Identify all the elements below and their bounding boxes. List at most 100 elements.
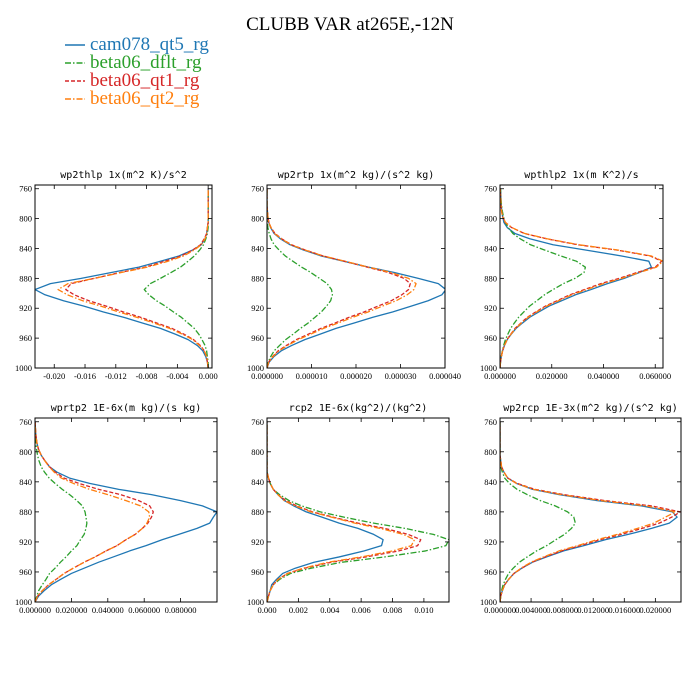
series-line <box>35 421 154 602</box>
y-tick-label: 920 <box>19 537 32 547</box>
panel-title: wp2rtp 1x(m^2 kg)/(s^2 kg) <box>278 170 435 181</box>
y-tick-label: 1000 <box>15 597 32 607</box>
x-tick-label: 0.020000 <box>639 605 671 615</box>
series-line <box>500 188 663 368</box>
x-tick-label: 0.000020 <box>340 371 372 381</box>
x-tick-label: 0.008 <box>383 605 402 615</box>
y-tick-label: 840 <box>251 243 264 253</box>
series-line <box>267 188 334 368</box>
series-group <box>267 421 449 602</box>
panel-title: wp2thlp 1x(m^2 K)/s^2 <box>60 170 186 181</box>
x-tick-label: 0.004 <box>320 605 340 615</box>
y-tick-label: 960 <box>484 333 497 343</box>
y-tick-label: 960 <box>251 567 264 577</box>
x-tick-label: 0.006 <box>352 605 371 615</box>
y-tick-label: 840 <box>484 243 497 253</box>
panel: wprtp2 1E-6x(m kg)/(s kg) 1000 960 920 880 84… <box>15 403 218 615</box>
series-line <box>500 421 681 602</box>
x-tick-label: 0.000 <box>199 371 218 381</box>
y-tick-label: 760 <box>484 184 497 194</box>
x-tick-label: -0.008 <box>136 371 158 381</box>
x-tick-label: 0.020000 <box>55 605 87 615</box>
series-line <box>35 188 209 368</box>
y-tick-label: 960 <box>251 333 264 343</box>
panel-title: wp2rcp 1E-3x(m^2 kg)/(s^2 kg) <box>503 403 678 414</box>
panel: wp2rcp 1E-3x(m^2 kg)/(s^2 kg) 1000 960 920 8… <box>480 403 682 615</box>
series-group <box>35 421 217 602</box>
y-tick-label: 800 <box>484 447 497 457</box>
y-tick-label: 800 <box>19 214 32 224</box>
series-line <box>267 421 422 602</box>
x-tick-label: 0.000040 <box>429 371 461 381</box>
y-tick-label: 1000 <box>480 363 497 373</box>
y-tick-label: 800 <box>484 214 497 224</box>
panels: wp2thlp 1x(m^2 K)/s^2 1000 960 920 880 840 800… <box>15 170 682 615</box>
y-tick-label: 800 <box>251 214 264 224</box>
x-tick-label: 0.008000 <box>546 605 578 615</box>
y-tick-label: 880 <box>484 273 497 283</box>
series-line <box>35 421 88 602</box>
y-tick-label: 960 <box>19 333 32 343</box>
y-tick-label: 920 <box>484 537 497 547</box>
series-line <box>500 421 677 602</box>
series-line <box>267 188 411 368</box>
legend-entry: beta06_qt2_rg <box>90 88 200 109</box>
panel: wpthlp2 1x(m K^2)/s 1000 960 920 880 840 800 76… <box>480 170 671 381</box>
panel-frame <box>34 184 213 369</box>
y-tick-label: 760 <box>19 184 32 194</box>
x-tick-label: 0.004000 <box>515 605 547 615</box>
y-tick-label: 920 <box>484 303 497 313</box>
y-tick-label: 920 <box>19 303 32 313</box>
legend-entry: beta06_dflt_rg <box>90 52 202 73</box>
y-tick-label: 760 <box>251 417 264 427</box>
y-tick-label: 880 <box>484 507 497 517</box>
y-tick-label: 760 <box>19 417 32 427</box>
panel: wp2thlp 1x(m^2 K)/s^2 1000 960 920 880 840 800… <box>15 170 218 381</box>
series-line <box>500 421 576 602</box>
series-group <box>267 188 445 368</box>
y-tick-label: 920 <box>251 303 264 313</box>
x-tick-label: 0.002 <box>289 605 308 615</box>
panel-title: wprtp2 1E-6x(m kg)/(s kg) <box>51 403 202 414</box>
y-tick-label: 880 <box>19 507 32 517</box>
x-tick-label: 0.040000 <box>92 605 124 615</box>
x-tick-label: 0.040000 <box>588 371 620 381</box>
y-tick-label: 840 <box>251 477 264 487</box>
panel-frame <box>34 417 218 603</box>
x-tick-label: 0.060000 <box>639 371 671 381</box>
series-line <box>65 188 209 368</box>
x-tick-label: -0.020 <box>43 371 65 381</box>
y-tick-label: 960 <box>19 567 32 577</box>
x-tick-label: -0.004 <box>166 371 189 381</box>
panel-frame <box>499 184 664 369</box>
x-tick-label: 0.000000 <box>484 371 516 381</box>
x-tick-label: 0.010 <box>414 605 433 615</box>
y-tick-label: 880 <box>251 507 264 517</box>
x-tick-label: -0.016 <box>74 371 96 381</box>
y-tick-label: 960 <box>484 567 497 577</box>
series-line <box>267 188 417 368</box>
y-tick-label: 1000 <box>247 597 264 607</box>
series-line <box>500 188 653 368</box>
x-tick-label: 0.000 <box>257 605 276 615</box>
x-tick-label: 0.060000 <box>128 605 160 615</box>
series-line <box>500 188 663 368</box>
y-tick-label: 840 <box>19 477 32 487</box>
series-line <box>267 421 449 602</box>
series-line <box>35 421 151 602</box>
panel-title: wpthlp2 1x(m K^2)/s <box>524 170 638 181</box>
panel-frame <box>266 417 450 603</box>
panel-frame <box>499 417 682 603</box>
series-group <box>500 188 663 368</box>
chart-title: CLUBB VAR at265E,-12N <box>246 14 454 35</box>
y-tick-label: 760 <box>251 184 264 194</box>
y-tick-label: 880 <box>19 273 32 283</box>
y-tick-label: 1000 <box>247 363 264 373</box>
x-tick-label: 0.000000 <box>19 605 51 615</box>
panel: rcp2 1E-6x(kg^2)/(kg^2) 1000 960 920 880 840 8… <box>247 403 450 615</box>
y-tick-label: 840 <box>19 243 32 253</box>
panel-title: rcp2 1E-6x(kg^2)/(kg^2) <box>289 403 427 414</box>
panel: wp2rtp 1x(m^2 kg)/(s^2 kg) 1000 960 920 880 8… <box>247 170 461 381</box>
y-tick-label: 800 <box>19 447 32 457</box>
y-tick-label: 920 <box>251 537 264 547</box>
